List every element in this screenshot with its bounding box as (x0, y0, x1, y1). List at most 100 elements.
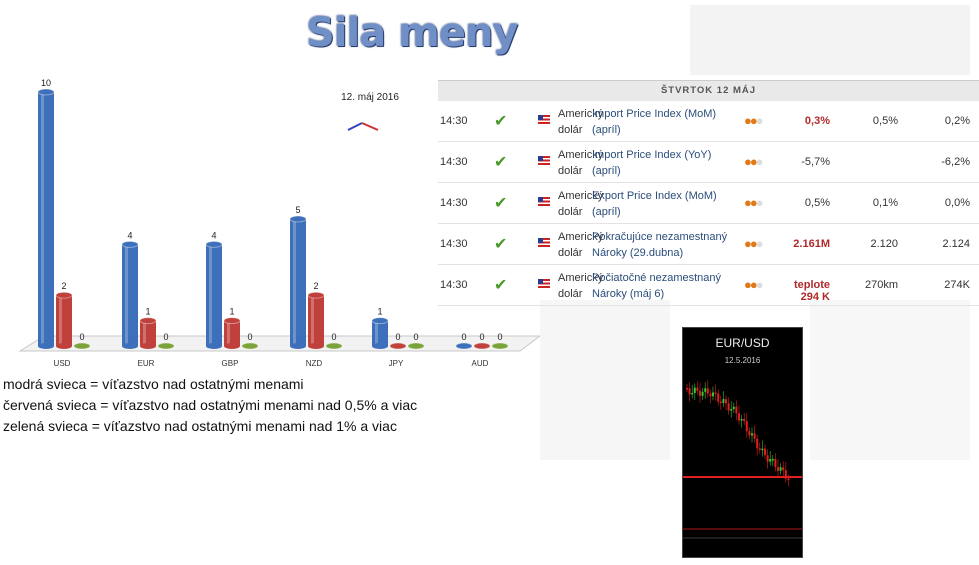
calendar-row[interactable]: 14:30 ✔ Americký dolár Počiatočné nezamestn… (438, 265, 979, 306)
us-flag-icon (538, 156, 550, 165)
category-label: USD (54, 359, 71, 368)
candle-body (738, 413, 740, 421)
candle-body (688, 388, 691, 395)
legend-line-blue: modrá svieca = víťazstvo nad ostatnými m… (3, 376, 304, 392)
event-time: 14:30 (440, 115, 468, 127)
released-check-icon: ✔ (494, 113, 508, 130)
event-actual: -5,7% (801, 156, 830, 168)
data-label: 0 (479, 332, 484, 342)
bar-nzd-s1 (307, 291, 325, 349)
candle-body (732, 406, 735, 410)
calendar-row[interactable]: 14:30 ✔ Americký dolár Pokračujúce nezamest… (438, 224, 979, 265)
data-label: 1 (145, 307, 150, 317)
bar-eur-s0 (121, 240, 139, 349)
candle-body (712, 392, 714, 397)
candle-body (686, 388, 688, 390)
data-label: 4 (127, 230, 132, 240)
data-label: 0 (331, 332, 336, 342)
bar-aud-s1 (473, 342, 491, 350)
bar-nzd-s0 (289, 215, 307, 349)
released-check-icon: ✔ (494, 154, 508, 171)
bar-aud-s2 (491, 342, 509, 350)
bar-usd-s0 (37, 88, 55, 349)
candle-body (764, 448, 766, 456)
event-currency: Americký dolár (558, 231, 604, 259)
legend-text: modrá svieca = víťazstvo nad ostatnými m… (3, 374, 417, 437)
candle-body (722, 399, 725, 403)
event-previous: 0,2% (944, 115, 970, 127)
us-flag-icon (538, 115, 550, 124)
importance-icon: ●●● (744, 236, 764, 251)
event-name[interactable]: Import Price Index (YoY) (apríl) (592, 149, 712, 177)
event-currency: Americký dolár (558, 190, 604, 218)
event-name[interactable]: Import Price Index (MoM) (apríl) (592, 108, 717, 136)
data-label: 10 (41, 78, 51, 88)
calendar-row[interactable]: 14:30 ✔ Americký dolár Import Price Index (… (438, 142, 979, 183)
candle-body (743, 419, 746, 422)
data-label: 2 (61, 281, 66, 291)
candle-body (740, 419, 743, 421)
category-label: AUD (472, 359, 489, 368)
bar-jpy-s0 (371, 317, 389, 349)
calendar-row[interactable]: 14:30 ✔ Americký dolár Import Price Index (… (438, 101, 979, 142)
candle-body (753, 433, 756, 439)
candle-body (693, 387, 696, 394)
candle-body (717, 393, 720, 402)
eurusd-candle-chart: EUR/USD 12.5.2016 (682, 327, 803, 558)
bar-aud-s0 (455, 342, 473, 350)
candle-body (699, 390, 701, 396)
candle-body (787, 478, 790, 481)
data-label: 0 (461, 332, 466, 342)
calendar-day-header: ŠTVRTOK 12 MÁJ (438, 80, 979, 101)
data-label: 5 (295, 205, 300, 215)
category-label: GBP (222, 359, 239, 368)
bar-eur-s2 (157, 342, 175, 350)
event-actual: 0,3% (804, 115, 830, 127)
released-check-icon: ✔ (494, 277, 508, 294)
event-forecast: 270km (864, 279, 898, 291)
bar-eur-s1 (139, 317, 157, 349)
event-currency: Americký dolár (558, 272, 604, 300)
candle-body (735, 406, 738, 414)
candle-body (777, 467, 779, 471)
candle-body (714, 392, 717, 394)
legend-mark-red (361, 122, 379, 131)
event-name[interactable]: Pokračujúce nezamestnaný Nároky (29.dubn… (592, 231, 728, 259)
data-label: 4 (211, 230, 216, 240)
candle-body (727, 403, 730, 411)
candle-body (725, 399, 727, 404)
event-previous: -6,2% (941, 156, 970, 168)
candle-body (696, 387, 699, 391)
candle-body (704, 388, 707, 392)
data-label: 0 (79, 332, 84, 342)
candle-body (769, 459, 772, 462)
event-forecast: 0,5% (872, 115, 898, 127)
event-time: 14:30 (440, 279, 468, 291)
data-label: 0 (413, 332, 418, 342)
released-check-icon: ✔ (494, 195, 508, 212)
data-label: 1 (377, 307, 382, 317)
data-label: 2 (313, 281, 318, 291)
event-name[interactable]: Počiatočné nezamestnaný Nároky (máj 6) (592, 272, 722, 300)
candle-body (701, 391, 704, 396)
data-label: 0 (163, 332, 168, 342)
us-flag-icon (538, 238, 550, 247)
event-name[interactable]: Export Price Index (MoM) (apríl) (592, 190, 717, 218)
candle-body (784, 470, 787, 479)
event-time: 14:30 (440, 197, 468, 209)
category-label: NZD (306, 359, 323, 368)
candle-body (709, 393, 712, 397)
calendar-row[interactable]: 14:30 ✔ Americký dolár Export Price Index (… (438, 183, 979, 224)
candle-body (779, 467, 782, 471)
us-flag-icon (538, 279, 550, 288)
candle-body (756, 438, 759, 449)
bar-usd-s1 (55, 291, 73, 349)
candle-body (782, 467, 785, 471)
candle-chart-pair: EUR/USD (715, 336, 770, 350)
candle-body (745, 421, 748, 432)
candle-body (761, 448, 764, 451)
event-time: 14:30 (440, 238, 468, 250)
event-actual: 2.161M (793, 238, 830, 250)
candle-body (691, 393, 694, 395)
event-actual: teplote 294 K (793, 279, 830, 303)
